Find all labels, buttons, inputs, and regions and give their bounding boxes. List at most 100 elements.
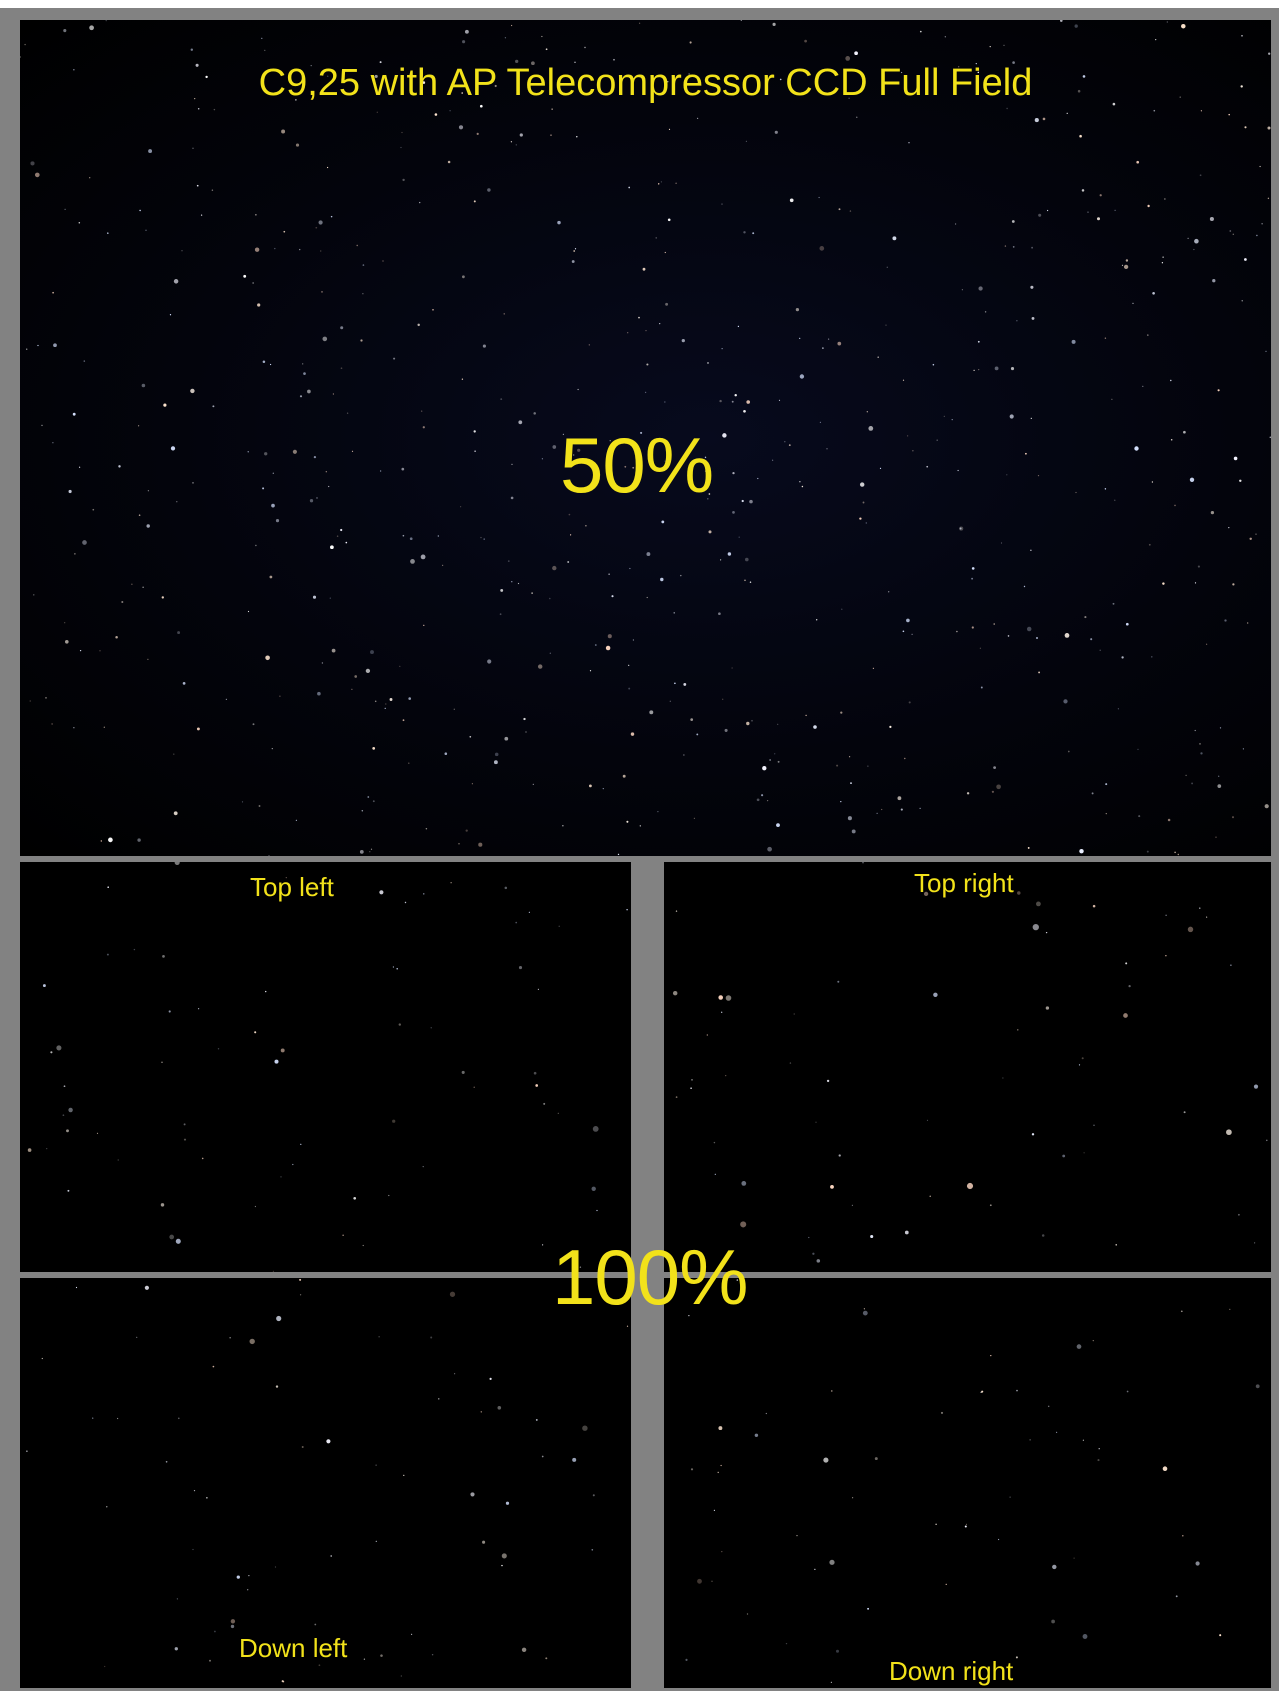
star bbox=[163, 404, 166, 407]
star bbox=[248, 451, 249, 452]
star bbox=[603, 788, 604, 789]
star bbox=[1212, 279, 1215, 282]
star bbox=[408, 763, 409, 764]
star bbox=[1168, 819, 1171, 822]
star bbox=[450, 1292, 455, 1297]
star bbox=[590, 670, 591, 671]
star bbox=[1123, 1013, 1128, 1018]
star bbox=[206, 1497, 208, 1499]
star bbox=[1125, 962, 1127, 964]
star bbox=[769, 759, 770, 760]
star bbox=[504, 737, 508, 741]
star bbox=[322, 662, 323, 663]
star bbox=[101, 840, 102, 841]
star bbox=[880, 468, 881, 469]
star bbox=[1232, 816, 1234, 818]
star bbox=[691, 1079, 692, 1080]
star bbox=[302, 363, 303, 364]
star bbox=[606, 646, 611, 651]
star bbox=[645, 330, 646, 331]
star bbox=[326, 471, 327, 472]
star bbox=[403, 535, 405, 537]
star bbox=[1149, 544, 1151, 546]
star bbox=[669, 129, 670, 130]
star bbox=[867, 411, 868, 412]
star bbox=[533, 784, 534, 785]
star bbox=[474, 200, 476, 202]
star bbox=[1261, 223, 1262, 224]
star bbox=[197, 185, 199, 187]
star bbox=[373, 800, 375, 802]
star bbox=[79, 222, 81, 224]
star bbox=[405, 902, 406, 903]
star bbox=[176, 1239, 181, 1244]
star bbox=[1142, 386, 1143, 387]
star bbox=[317, 692, 321, 696]
star bbox=[829, 1560, 834, 1565]
star bbox=[1230, 964, 1232, 966]
star bbox=[816, 619, 817, 620]
star bbox=[264, 452, 267, 455]
star bbox=[226, 699, 227, 700]
star bbox=[742, 500, 744, 502]
star bbox=[474, 430, 476, 432]
star bbox=[1181, 24, 1186, 29]
star bbox=[388, 1195, 389, 1196]
star bbox=[1093, 905, 1096, 908]
star bbox=[978, 369, 979, 370]
star bbox=[370, 650, 374, 654]
star bbox=[139, 514, 141, 516]
star bbox=[515, 922, 517, 924]
star bbox=[848, 816, 852, 820]
down-right-starfield bbox=[664, 1278, 1271, 1688]
star bbox=[608, 634, 612, 638]
star bbox=[595, 644, 597, 646]
star bbox=[255, 214, 257, 216]
star bbox=[243, 275, 246, 278]
star bbox=[584, 47, 585, 48]
star bbox=[664, 401, 666, 403]
star bbox=[866, 522, 867, 523]
star bbox=[481, 1411, 482, 1412]
star bbox=[908, 142, 909, 143]
star bbox=[850, 782, 852, 784]
star bbox=[850, 210, 851, 211]
star bbox=[274, 248, 275, 249]
star bbox=[121, 601, 123, 603]
star bbox=[321, 291, 322, 292]
star bbox=[1162, 582, 1164, 584]
star bbox=[472, 783, 473, 784]
star bbox=[901, 809, 903, 811]
star bbox=[1218, 776, 1219, 777]
star bbox=[784, 441, 785, 442]
star bbox=[371, 849, 372, 850]
star bbox=[214, 109, 215, 110]
star bbox=[259, 805, 261, 807]
star bbox=[330, 1555, 332, 1557]
star bbox=[462, 275, 465, 278]
star bbox=[1187, 238, 1188, 239]
star bbox=[995, 366, 999, 370]
star bbox=[89, 177, 90, 178]
star bbox=[63, 1114, 65, 1116]
star bbox=[396, 968, 398, 970]
star bbox=[1247, 622, 1248, 623]
star bbox=[734, 394, 736, 396]
star bbox=[1165, 955, 1166, 956]
star bbox=[1228, 527, 1229, 528]
star bbox=[417, 324, 419, 326]
star bbox=[749, 500, 753, 504]
star bbox=[840, 711, 842, 713]
star bbox=[1239, 480, 1241, 482]
star bbox=[1134, 446, 1138, 450]
star bbox=[1017, 891, 1020, 894]
star bbox=[1001, 542, 1002, 543]
star bbox=[649, 710, 653, 714]
star bbox=[831, 1390, 832, 1391]
star bbox=[1084, 616, 1086, 618]
star bbox=[538, 664, 542, 668]
star bbox=[401, 132, 402, 133]
star bbox=[640, 825, 641, 826]
star bbox=[691, 1468, 693, 1470]
star bbox=[805, 715, 806, 716]
